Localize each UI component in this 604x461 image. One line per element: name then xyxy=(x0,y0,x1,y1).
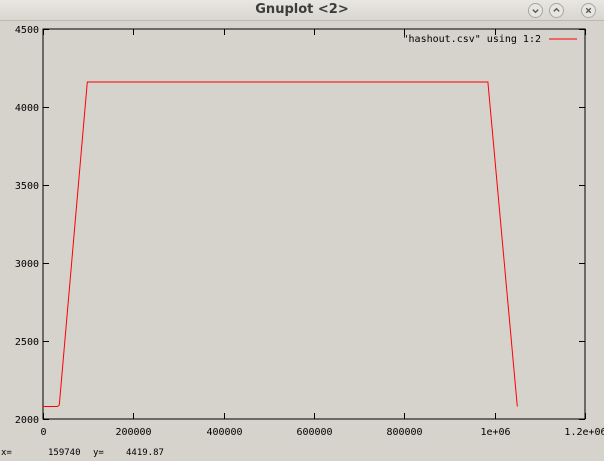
minimize-button[interactable] xyxy=(528,3,543,18)
status-x-value: 159740 xyxy=(48,448,81,458)
legend-label: "hashout.csv" using 1:2 xyxy=(403,34,541,45)
x-tick-label: 0 xyxy=(40,427,46,438)
window-title: Gnuplot <2> xyxy=(255,2,349,17)
minimize-icon xyxy=(532,9,539,14)
maximize-button[interactable] xyxy=(549,3,564,18)
y-tick-label: 4000 xyxy=(15,103,39,114)
y-tick-label: 3000 xyxy=(15,259,39,270)
close-icon xyxy=(585,7,592,14)
status-y-value: 4419.87 xyxy=(126,448,164,458)
close-button[interactable] xyxy=(581,3,596,18)
series-line xyxy=(43,81,518,407)
x-tick-label: 200000 xyxy=(115,427,151,438)
title-bar: Gnuplot <2> xyxy=(0,0,604,21)
y-tick-label: 4500 xyxy=(15,25,39,36)
x-tick-label: 1.2e+06 xyxy=(564,427,604,438)
plot-area[interactable] xyxy=(0,21,604,445)
status-bar: x= 159740 y= 4419.87 xyxy=(0,444,604,461)
maximize-icon xyxy=(553,7,560,12)
x-tick-label: 400000 xyxy=(206,427,242,438)
y-tick-label: 2000 xyxy=(15,415,39,426)
y-tick-label: 2500 xyxy=(15,337,39,348)
y-tick-label: 3500 xyxy=(15,181,39,192)
status-y-label: y= xyxy=(93,448,104,458)
chart-canvas[interactable]: 2000 2500 3000 3500 4000 4500 0 200000 400000 600… xyxy=(0,21,604,445)
x-tick-label: 600000 xyxy=(296,427,332,438)
status-x-label: x= xyxy=(1,448,12,458)
plot-border xyxy=(42,28,586,420)
x-tick-label: 800000 xyxy=(386,427,422,438)
x-tick-label: 1e+06 xyxy=(480,427,510,438)
